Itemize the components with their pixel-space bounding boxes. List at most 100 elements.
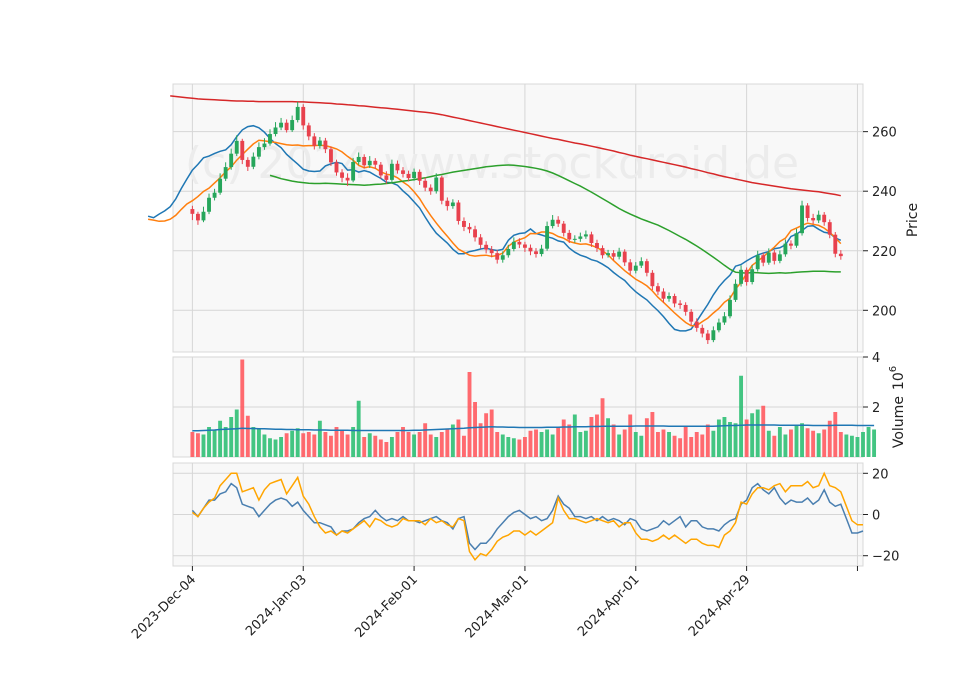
candle-body (678, 303, 683, 305)
volume-bar (295, 428, 300, 457)
candle (417, 169, 422, 185)
candle (245, 157, 250, 171)
candle (256, 142, 261, 160)
candle-body (728, 299, 732, 317)
volume-bar (606, 418, 610, 457)
volume-bar (861, 432, 865, 457)
volume-bar (428, 434, 433, 457)
candle (423, 177, 428, 192)
candle (389, 159, 394, 182)
candle (694, 318, 699, 332)
candle-body (262, 143, 267, 148)
candle-body (838, 253, 843, 257)
candle-body (268, 134, 272, 144)
volume-unit-exponent: 6 (888, 366, 899, 372)
candle (212, 188, 217, 201)
volume-bar (683, 425, 688, 457)
volume-bar (351, 427, 356, 457)
candle-body (833, 234, 838, 254)
volume-bar (722, 417, 727, 457)
candle-body (412, 171, 417, 179)
volume-bar (739, 375, 744, 457)
candle-body (667, 296, 671, 299)
volume-bar (561, 419, 566, 457)
candle (722, 312, 727, 325)
candle (628, 259, 633, 275)
candle (362, 154, 367, 169)
candle (229, 148, 234, 170)
candle-body (290, 120, 295, 131)
candle (777, 250, 782, 264)
volume-bar (445, 429, 450, 457)
candle (251, 152, 256, 170)
volume-bar (279, 437, 284, 457)
candle-body (700, 327, 705, 334)
volume-bar (772, 435, 777, 457)
candle (683, 302, 688, 316)
volume-bar (694, 432, 699, 457)
candle-body (473, 229, 477, 238)
candle (822, 212, 827, 226)
candle-body (356, 156, 361, 163)
candle-body (317, 140, 322, 146)
candle-body (556, 219, 561, 224)
candle (395, 160, 400, 174)
candle-body (561, 223, 566, 233)
candle-body (622, 251, 627, 263)
volume-bar (838, 432, 843, 457)
price-tick-label: 200 (872, 304, 897, 319)
candle (434, 173, 439, 194)
sma-line-200 (170, 95, 841, 197)
candle (656, 282, 660, 296)
candle (689, 309, 694, 326)
candle (816, 210, 821, 224)
candle-body (223, 167, 228, 179)
candle-body (329, 149, 333, 163)
volume-bar (201, 434, 206, 457)
volume-bar (506, 437, 511, 457)
oscillator-grid (173, 463, 863, 566)
candle-body (761, 255, 766, 263)
candle-body (218, 178, 223, 193)
candle-body (617, 251, 622, 257)
candle (240, 138, 245, 165)
candle-body (301, 106, 306, 126)
volume-bar (401, 427, 405, 457)
volume-bar (334, 427, 339, 457)
candle-body (539, 248, 544, 255)
candle (716, 318, 721, 333)
candle (556, 216, 561, 227)
candle-body (500, 255, 505, 260)
candle (766, 248, 771, 265)
volume-bar (622, 429, 627, 457)
sma-line-10 (147, 139, 842, 327)
candle-body (306, 125, 311, 137)
candle (827, 219, 832, 239)
candle-body (212, 192, 217, 198)
candle-body (439, 177, 444, 201)
candle-body (811, 218, 816, 221)
volume-bar (644, 418, 649, 457)
candle (201, 206, 206, 223)
volume-bar (251, 427, 256, 457)
candle-body (694, 321, 699, 328)
candle (617, 247, 622, 260)
candle (755, 250, 760, 272)
candle (284, 119, 289, 133)
candle (273, 122, 278, 137)
volume-bar (755, 409, 760, 457)
volume-bar (384, 442, 389, 457)
candle (650, 270, 655, 291)
volume-bar (450, 424, 455, 457)
candle (290, 115, 295, 132)
volume-bar (517, 439, 522, 457)
volume-bar (284, 433, 289, 457)
candle-body (545, 226, 550, 249)
candle (561, 220, 566, 237)
candle (639, 257, 644, 269)
candle-body (245, 159, 250, 167)
candle (268, 129, 272, 146)
candle-body (384, 175, 389, 180)
volume-bar (816, 433, 821, 457)
candle-body (423, 180, 428, 188)
